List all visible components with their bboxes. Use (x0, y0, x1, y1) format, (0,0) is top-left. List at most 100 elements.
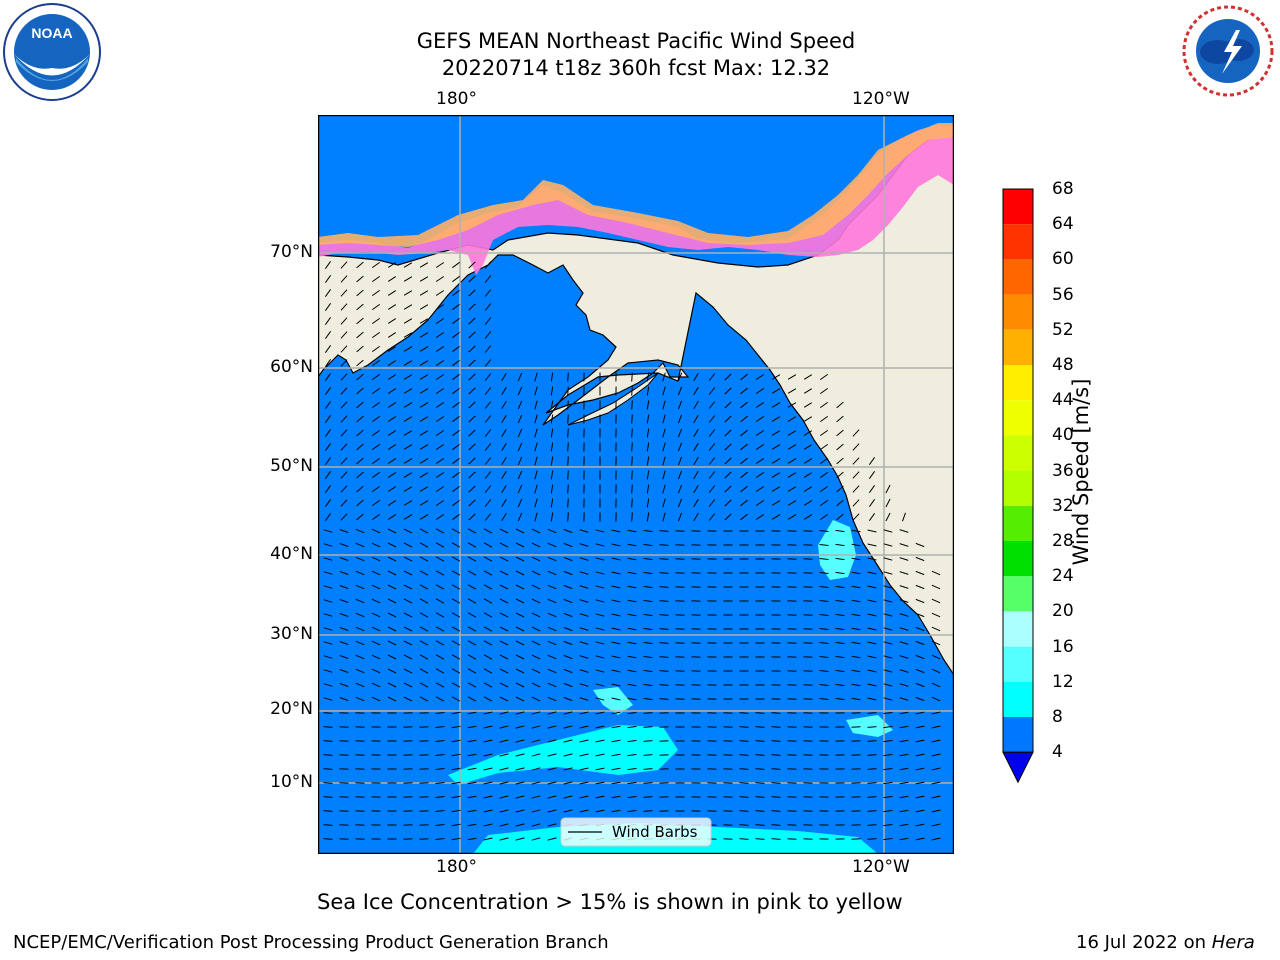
wind-barb (851, 824, 861, 826)
wind-barb (579, 571, 589, 575)
wind-barb (387, 682, 397, 688)
wind-barb (340, 331, 348, 339)
wind-barb (531, 767, 541, 771)
wind-barb (659, 670, 669, 672)
wind-barb (372, 471, 380, 479)
wind-barb (662, 498, 666, 508)
wind-barb (755, 500, 765, 506)
wind-barb (787, 838, 797, 840)
wind-barb (356, 387, 364, 395)
wind-barb (579, 557, 589, 561)
wind-barb (659, 586, 669, 588)
wind-barb (452, 317, 460, 325)
wind-barb (339, 782, 349, 784)
wind-barb (452, 415, 460, 423)
wind-barb (771, 796, 781, 798)
wind-barb (659, 656, 669, 658)
wind-barb (899, 697, 909, 701)
wind-barb (899, 585, 909, 589)
wind-barb (771, 458, 781, 464)
wind-barb (563, 725, 573, 729)
wind-barb (755, 416, 765, 422)
wind-barb (550, 386, 554, 396)
wind-barb (724, 471, 732, 479)
wind-barb (531, 556, 541, 562)
colorbar-segment (1003, 365, 1033, 401)
wind-barb (403, 668, 413, 674)
colorbar-tick-label: 56 (1052, 284, 1074, 305)
wind-barb (484, 275, 492, 283)
wind-barb (646, 414, 650, 424)
wind-barb (372, 275, 380, 283)
wind-barb (339, 571, 349, 575)
wind-barb (324, 485, 332, 493)
wind-barb (483, 598, 493, 604)
wind-barb (517, 512, 523, 522)
wind-barb (803, 402, 813, 408)
wind-barb (739, 754, 749, 756)
wind-barb (387, 668, 397, 674)
wind-barb (899, 725, 909, 729)
wind-barb (819, 684, 829, 686)
wind-barb (435, 514, 445, 520)
wind-barb (836, 499, 844, 507)
wind-barb (323, 740, 333, 742)
wind-barb (339, 683, 349, 687)
wind-barb (659, 698, 669, 700)
wind-barb (631, 414, 633, 424)
wind-barb (739, 810, 749, 812)
wind-barb (899, 781, 909, 785)
wind-barb (693, 484, 699, 494)
wind-barb (531, 781, 541, 785)
wind-barb (387, 374, 397, 380)
wind-barb (451, 528, 461, 534)
wind-barb (643, 782, 653, 784)
wind-barb (740, 457, 748, 465)
wind-barb (452, 443, 460, 451)
wind-barb (899, 837, 909, 841)
wind-barb (435, 444, 445, 450)
wind-barb (419, 668, 429, 674)
colorbar-tick-label: 60 (1052, 249, 1074, 270)
wind-barb (899, 557, 909, 561)
wind-barb (515, 682, 525, 688)
wind-barb (403, 696, 413, 702)
wind-barb (550, 484, 554, 494)
wind-barb (771, 486, 781, 492)
wind-barb (547, 739, 557, 743)
colorbar-segment (1003, 576, 1033, 612)
wind-barb (531, 753, 541, 757)
wind-barb (483, 711, 493, 715)
wind-barb (567, 428, 569, 438)
wind-barb (677, 372, 683, 382)
wind-barb (467, 682, 477, 688)
wind-barb (419, 360, 429, 366)
wind-barb (387, 416, 397, 422)
wind-barb (451, 682, 461, 688)
wind-barb (931, 598, 941, 604)
wind-barb (323, 824, 333, 826)
colorbar-segment (1003, 470, 1033, 506)
wind-barb (403, 682, 413, 688)
wind-barb (419, 754, 429, 756)
wind-barb (419, 444, 429, 450)
wind-barb (403, 598, 413, 604)
wind-barb (451, 696, 461, 702)
wind-barb (515, 725, 525, 729)
wind-barb (403, 290, 413, 296)
wind-barb (467, 612, 477, 618)
wind-barb (677, 484, 683, 494)
lat-label-70n: 70°N (270, 242, 313, 262)
wind-barb (611, 767, 621, 771)
wind-barb (631, 428, 633, 438)
wind-barb (515, 781, 525, 785)
wind-barb (631, 456, 633, 466)
wind-barb (356, 513, 364, 521)
wind-barb (323, 627, 333, 631)
wind-barb (467, 753, 477, 757)
wind-barb (435, 528, 445, 534)
wind-barb (517, 442, 523, 452)
wind-barb (419, 542, 429, 548)
wind-barb (452, 471, 460, 479)
wind-barb (371, 668, 381, 674)
